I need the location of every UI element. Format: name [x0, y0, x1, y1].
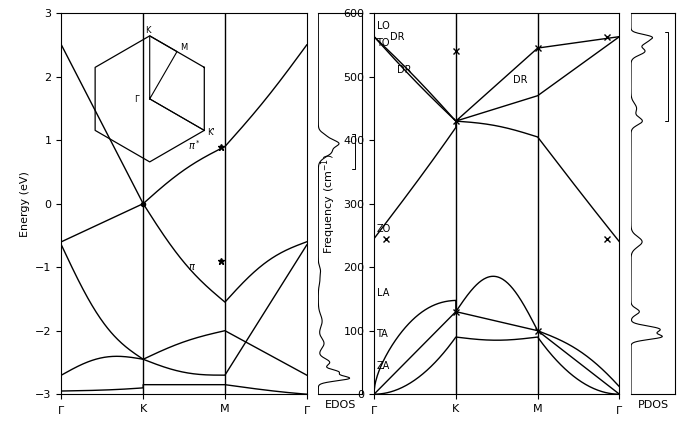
X-axis label: EDOS: EDOS — [325, 400, 356, 410]
Text: LO: LO — [376, 21, 389, 31]
Text: DR: DR — [397, 65, 411, 75]
Text: DR: DR — [513, 75, 528, 85]
Y-axis label: Frequency (cm$^{-1}$): Frequency (cm$^{-1}$) — [319, 153, 338, 254]
Text: ZO: ZO — [376, 224, 391, 234]
Text: TO: TO — [376, 38, 390, 48]
Text: $\pi$: $\pi$ — [188, 262, 196, 272]
Text: DR: DR — [390, 32, 405, 42]
X-axis label: PDOS: PDOS — [638, 400, 668, 410]
Text: LA: LA — [376, 288, 389, 298]
Text: TA: TA — [376, 329, 388, 339]
Y-axis label: Energy (eV): Energy (eV) — [20, 171, 29, 237]
Text: $\pi^*$: $\pi^*$ — [188, 138, 201, 152]
Text: ZA: ZA — [376, 361, 390, 371]
